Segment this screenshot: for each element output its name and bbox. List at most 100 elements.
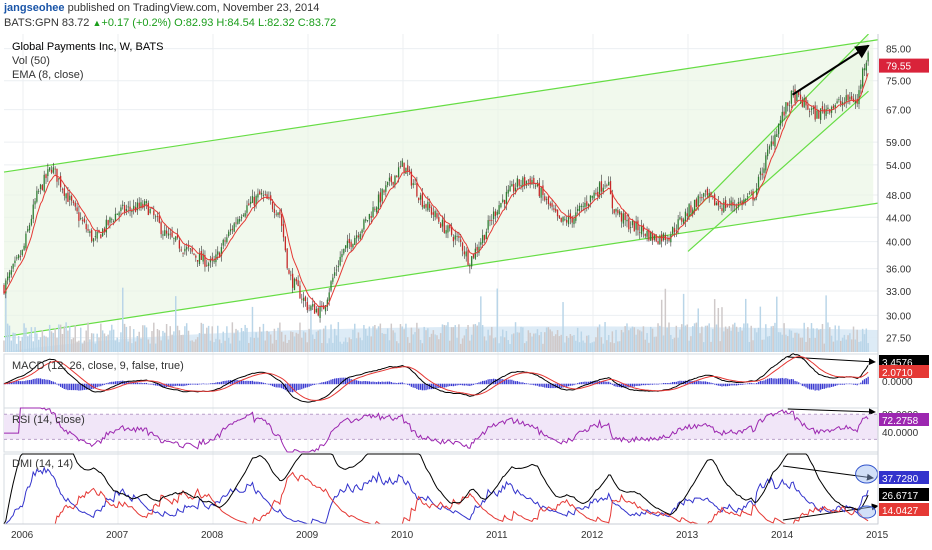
candle-body xyxy=(94,236,96,237)
candle-body xyxy=(458,235,460,238)
volume-bar xyxy=(129,326,131,352)
macd-histogram-bar xyxy=(534,383,537,386)
volume-bar xyxy=(549,329,551,352)
macd-histogram-bar xyxy=(133,382,135,385)
volume-bar xyxy=(50,331,53,352)
candle-body xyxy=(368,214,371,220)
candle-body xyxy=(242,215,244,216)
volume-bar xyxy=(860,341,862,352)
candle-body xyxy=(730,200,732,207)
macd-histogram-bar xyxy=(737,383,740,386)
volume-bar xyxy=(522,327,524,352)
candle-body xyxy=(423,204,425,209)
candle-body xyxy=(827,107,829,109)
candle-body xyxy=(690,205,692,213)
candle-body xyxy=(794,89,796,103)
candle-body xyxy=(231,228,234,230)
macd-histogram-bar xyxy=(72,383,75,391)
volume-bar xyxy=(836,340,838,352)
macd-histogram-bar xyxy=(361,381,363,385)
macd-histogram-bar xyxy=(70,383,73,391)
macd-histogram-bar xyxy=(81,383,84,391)
macd-signal-line xyxy=(3,355,869,401)
macd-histogram-bar xyxy=(114,381,117,385)
candle-body xyxy=(85,223,87,230)
symbol-label[interactable]: BATS:GPN xyxy=(4,17,59,29)
candle-body xyxy=(533,177,535,184)
macd-histogram-bar xyxy=(781,377,783,385)
volume-bar xyxy=(280,332,283,352)
volume-bar xyxy=(324,325,327,352)
macd-histogram-bar xyxy=(604,381,606,385)
candle-body xyxy=(489,219,491,221)
rsi-value-label: 72.2758 xyxy=(882,416,919,427)
candle-body xyxy=(189,248,191,250)
macd-histogram-bar xyxy=(324,381,327,385)
candle-body xyxy=(567,215,570,225)
candle-body xyxy=(681,218,683,222)
macd-histogram-bar xyxy=(741,383,743,385)
volume-bar xyxy=(776,296,778,352)
volume-bar xyxy=(147,339,150,352)
candle-body xyxy=(87,229,89,231)
volume-bar xyxy=(370,336,372,352)
macd-histogram-bar xyxy=(242,380,244,385)
candle-body xyxy=(765,155,767,171)
macd-histogram-bar xyxy=(752,383,754,385)
macd-histogram-bar xyxy=(761,380,763,385)
macd-histogram-bar xyxy=(503,379,506,385)
volume-bar xyxy=(629,328,632,352)
price-tick-label: 30.00 xyxy=(886,311,911,322)
candle-body xyxy=(240,216,243,219)
macd-histogram-bar xyxy=(807,383,809,389)
volume-bar xyxy=(618,341,621,352)
volume-bar xyxy=(253,337,256,352)
volume-bar xyxy=(56,337,58,352)
candle-body xyxy=(584,202,586,208)
macd-histogram-bar xyxy=(182,383,184,387)
macd-histogram-bar xyxy=(228,380,230,385)
time-tick-label: 2009 xyxy=(296,530,319,541)
candle-body xyxy=(787,102,789,106)
candle-body xyxy=(365,219,367,221)
volume-bar xyxy=(615,329,617,352)
macd-histogram-bar xyxy=(401,382,403,385)
candle-body xyxy=(385,185,387,192)
candle-body xyxy=(255,195,257,206)
candle-body xyxy=(30,218,33,225)
macd-histogram-bar xyxy=(575,383,577,385)
macd-divergence-arrow xyxy=(787,356,876,366)
volume-bar xyxy=(8,325,11,352)
macd-histogram-bar xyxy=(578,382,581,385)
volume-bar xyxy=(633,327,636,352)
macd-histogram-bar xyxy=(862,380,864,385)
volume-bar xyxy=(452,327,455,352)
macd-histogram-bar xyxy=(12,381,14,385)
adx-value-label: 26.6717 xyxy=(882,491,919,502)
macd-histogram-bar xyxy=(672,382,674,385)
volume-bar xyxy=(308,328,310,352)
volume-bar xyxy=(169,326,171,352)
volume-bar xyxy=(781,334,784,352)
macd-histogram-bar xyxy=(149,383,151,385)
macd-histogram-bar xyxy=(359,381,361,385)
macd-histogram-bar xyxy=(496,379,498,385)
chart-area[interactable]: 85.00 75.00 67.00 59.00 54.00 48.00 44.00 40.00… xyxy=(0,34,932,550)
macd-histogram-bar xyxy=(251,380,254,385)
volume-bar xyxy=(609,342,612,352)
volume-bar xyxy=(6,323,9,352)
macd-histogram-bar xyxy=(577,383,579,385)
macd-histogram-bar xyxy=(357,380,360,385)
candle-body xyxy=(710,192,712,196)
candle-body xyxy=(502,199,504,202)
candle-body xyxy=(514,187,517,192)
candle-body xyxy=(388,177,391,181)
volume-bar xyxy=(458,324,460,352)
candle-body xyxy=(34,201,36,205)
volume-bars xyxy=(3,287,878,352)
volume-bar xyxy=(664,288,667,352)
macd-histogram-bar xyxy=(235,380,237,385)
macd-histogram-bar xyxy=(509,379,511,385)
macd-histogram-bar xyxy=(723,383,725,387)
author-name[interactable]: jangseohee xyxy=(4,2,65,14)
